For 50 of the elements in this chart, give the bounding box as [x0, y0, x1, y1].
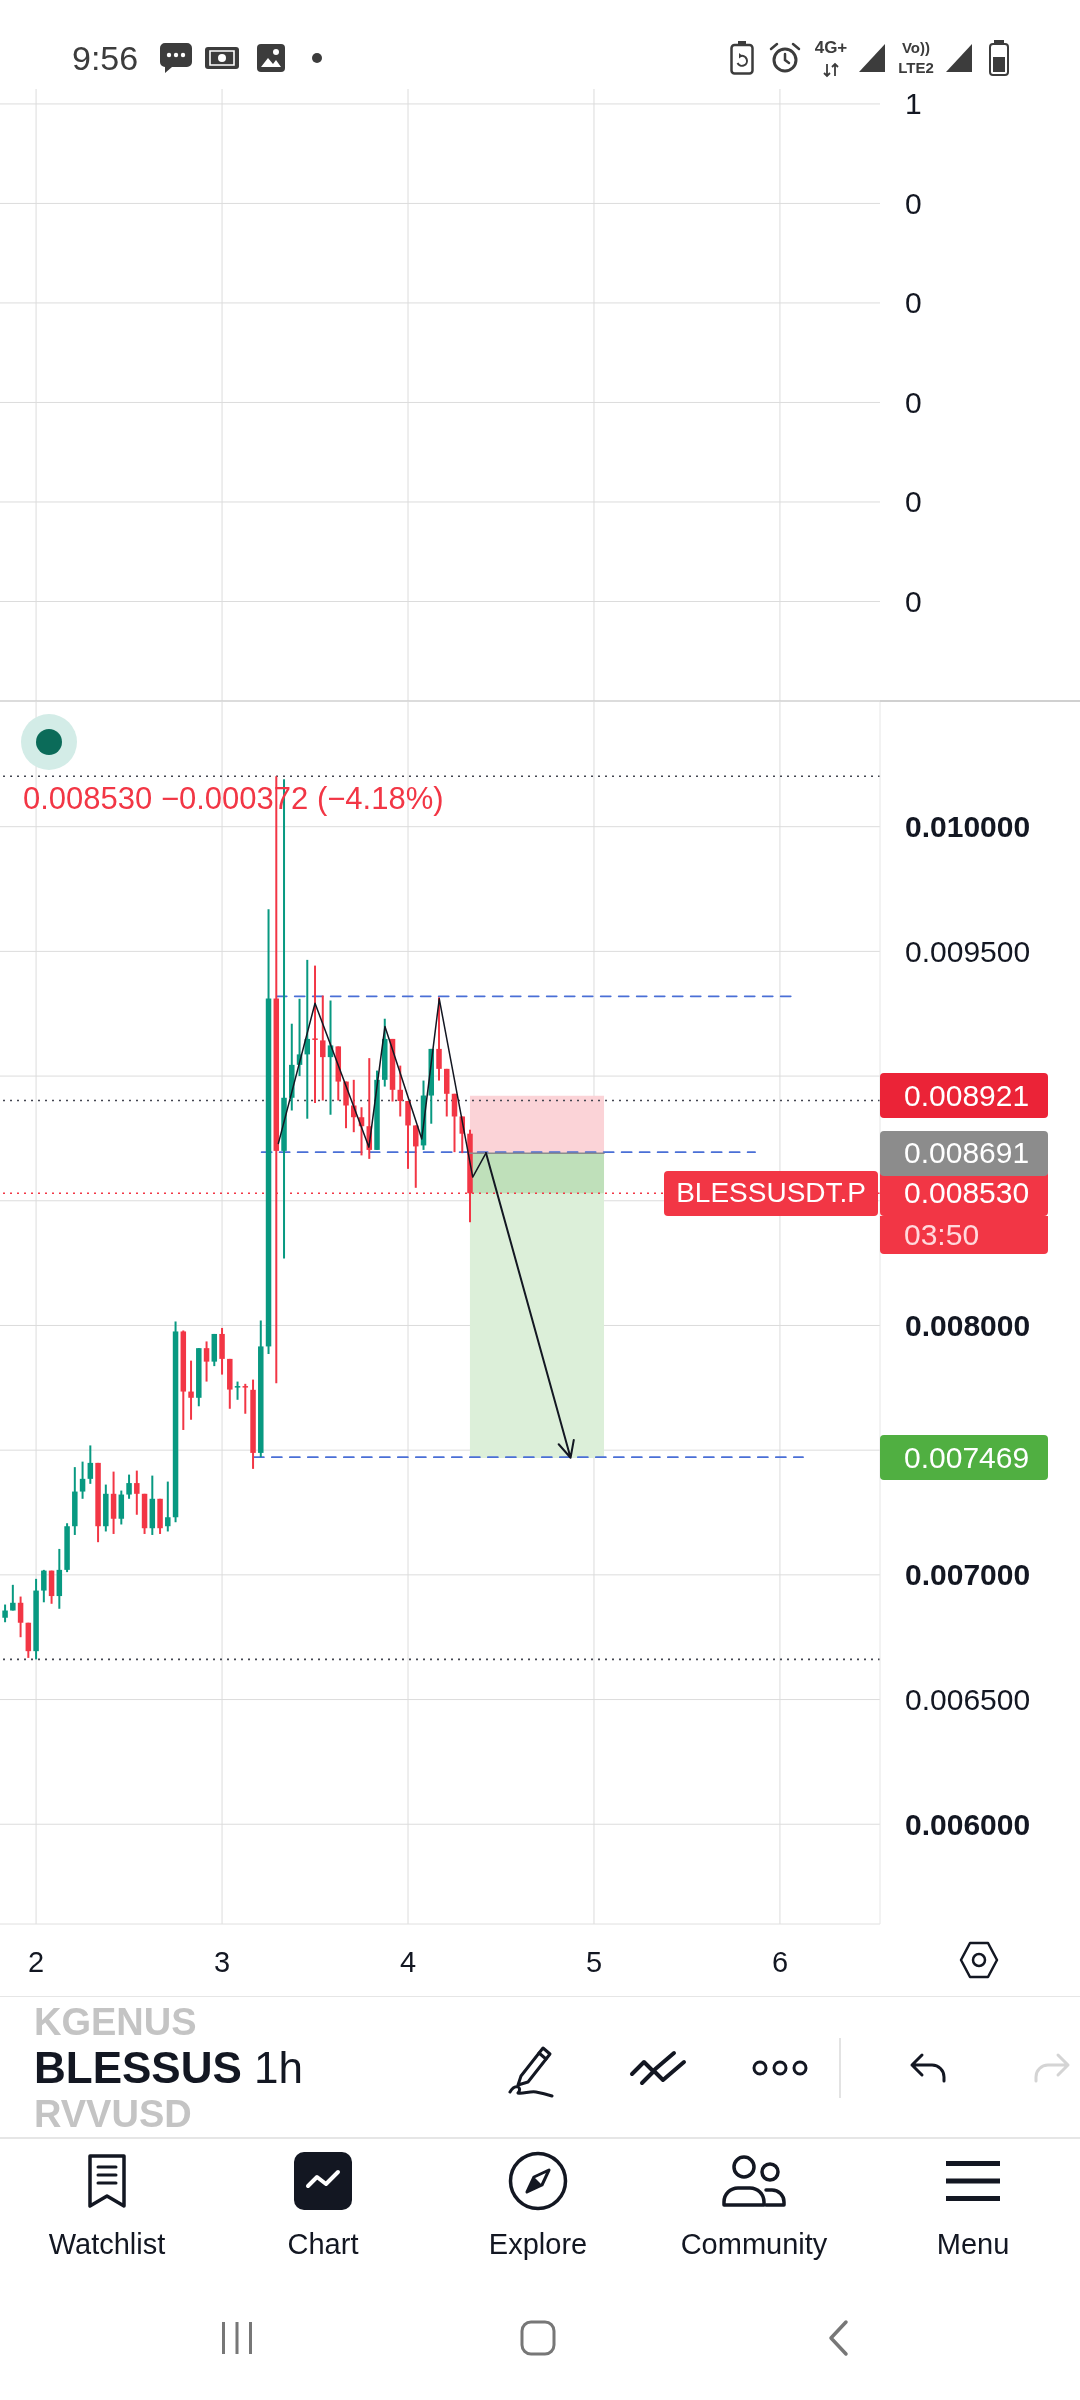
candlestick	[165, 1480, 171, 1533]
y-tick-label: 0.010000	[905, 810, 1031, 844]
x-tick-label: 3	[213, 1946, 231, 1979]
y-tick-label: 0.008000	[905, 1308, 1031, 1342]
x-tick-label: 6	[771, 1946, 789, 1979]
candlestick	[234, 1380, 241, 1401]
y-tick-label: 0	[905, 385, 922, 419]
candlestick	[413, 1124, 419, 1189]
text: 03:50	[880, 1215, 1048, 1254]
candlestick	[320, 994, 326, 1102]
x-tick-label: 5	[585, 1946, 603, 1979]
candlestick	[242, 1382, 249, 1415]
text: 0.008921	[880, 1073, 1048, 1119]
y-tick-label: 0	[905, 186, 922, 220]
y-tick-label: 0	[905, 485, 922, 519]
text: Vo))	[901, 39, 931, 57]
annotation: BLESSUSDT.P	[664, 1170, 878, 1216]
text: LTE2	[898, 59, 934, 77]
text: 4G+	[814, 37, 848, 59]
text: 0.007469	[880, 1435, 1048, 1481]
y-tick-label: 0.009500	[905, 934, 1031, 968]
candlestick	[312, 964, 318, 1105]
text: Chart	[287, 2226, 359, 2262]
text: Community	[680, 2226, 828, 2262]
candlestick	[436, 996, 442, 1082]
x-tick-label: 4	[399, 1946, 417, 1979]
text: 0.008691	[880, 1130, 1048, 1176]
y-tick-label: 1	[905, 87, 922, 121]
candlestick	[134, 1469, 140, 1516]
ref-line-label: 0.008530	[880, 1170, 1048, 1216]
candlestick	[10, 1583, 16, 1612]
y-tick-label: 0.007000	[905, 1558, 1031, 1592]
y-tick-label: 0	[905, 584, 922, 618]
text: Watchlist	[48, 2226, 166, 2262]
text: Explore	[488, 2226, 588, 2262]
candlestick	[203, 1340, 210, 1383]
candlestick	[87, 1444, 94, 1485]
text: 1h	[254, 2041, 303, 2094]
candlestick	[41, 1568, 47, 1604]
candlestick	[79, 1460, 86, 1500]
candlestick	[126, 1473, 132, 1500]
x-tick-label: 2	[28, 1946, 45, 1979]
candlestick	[17, 1595, 24, 1639]
y-tick-label: 0	[905, 286, 922, 320]
y-tick-label: 0.006000	[905, 1807, 1031, 1841]
text: Menu	[936, 2226, 1010, 2262]
candlestick	[188, 1359, 194, 1421]
y-tick-label: 0.006500	[905, 1683, 1031, 1717]
text: 9:56	[72, 37, 139, 79]
text: RVVUSD	[34, 2092, 192, 2138]
